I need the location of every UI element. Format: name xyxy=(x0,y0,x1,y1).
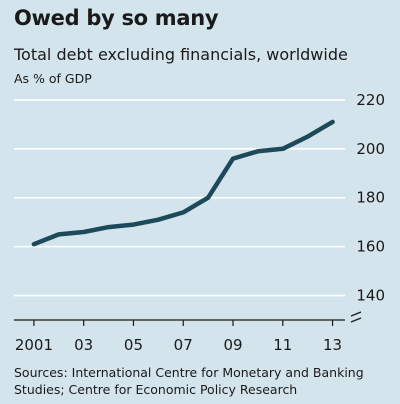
y-tick-label-200: 200 xyxy=(356,140,385,158)
y-tick-label-180: 180 xyxy=(356,189,385,207)
y-tick-label-140: 140 xyxy=(356,287,385,305)
x-tick-label-2013: 13 xyxy=(323,336,342,354)
axis-break-icon xyxy=(350,311,362,323)
x-tick-label-2007: 07 xyxy=(174,336,193,354)
x-tick-label-2003: 03 xyxy=(74,336,93,354)
source-note: Sources: International Centre for Moneta… xyxy=(14,365,364,397)
x-tick-label-2011: 11 xyxy=(273,336,292,354)
series-line-0 xyxy=(31,119,335,247)
x-tick-label-2005: 05 xyxy=(124,336,143,354)
chart-title: Owed by so many xyxy=(14,6,219,30)
y-tick-label-160: 160 xyxy=(356,238,385,256)
chart-subtitle: Total debt excluding financials, worldwi… xyxy=(14,45,348,64)
unit-label: As % of GDP xyxy=(14,71,92,86)
x-tick-label-2001: 2001 xyxy=(15,336,53,354)
y-tick-label-220: 220 xyxy=(356,91,385,109)
x-tick-label-2009: 09 xyxy=(223,336,242,354)
